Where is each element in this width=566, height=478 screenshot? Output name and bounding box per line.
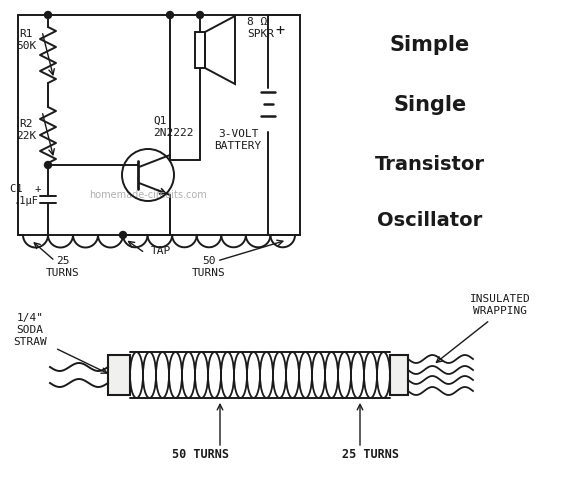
Circle shape (45, 11, 52, 19)
Bar (108, 355, 130, 395)
Circle shape (196, 11, 204, 19)
Text: +: + (276, 23, 285, 38)
Bar (390, 355, 408, 395)
Text: Oscillator: Oscillator (378, 210, 483, 229)
Text: 1/4"
SODA
STRAW: 1/4" SODA STRAW (13, 314, 47, 347)
Text: 3-VOLT
BATTERY: 3-VOLT BATTERY (215, 129, 261, 151)
Text: 8 Ω
SPKR: 8 Ω SPKR (247, 17, 274, 39)
Text: TAP: TAP (151, 246, 171, 256)
Text: homemade-circuits.com: homemade-circuits.com (89, 190, 207, 200)
Text: Simple: Simple (390, 35, 470, 55)
Text: Transistor: Transistor (375, 155, 485, 174)
Text: C1  +
.1μF: C1 + .1μF (10, 184, 42, 206)
Text: 50 TURNS: 50 TURNS (171, 448, 229, 461)
Text: Single: Single (393, 95, 466, 115)
Text: 25 TURNS: 25 TURNS (341, 448, 398, 461)
Text: R1
50K: R1 50K (16, 29, 36, 51)
Text: Q1
2N2222: Q1 2N2222 (153, 116, 194, 138)
Text: INSULATED
WRAPPING: INSULATED WRAPPING (470, 294, 530, 316)
Text: 50
TURNS: 50 TURNS (192, 256, 226, 278)
Circle shape (119, 231, 126, 239)
Bar (195, 32, 205, 68)
Text: 25
TURNS: 25 TURNS (46, 256, 80, 278)
Text: R2
22K: R2 22K (16, 119, 36, 141)
Circle shape (45, 162, 52, 169)
Circle shape (166, 11, 174, 19)
